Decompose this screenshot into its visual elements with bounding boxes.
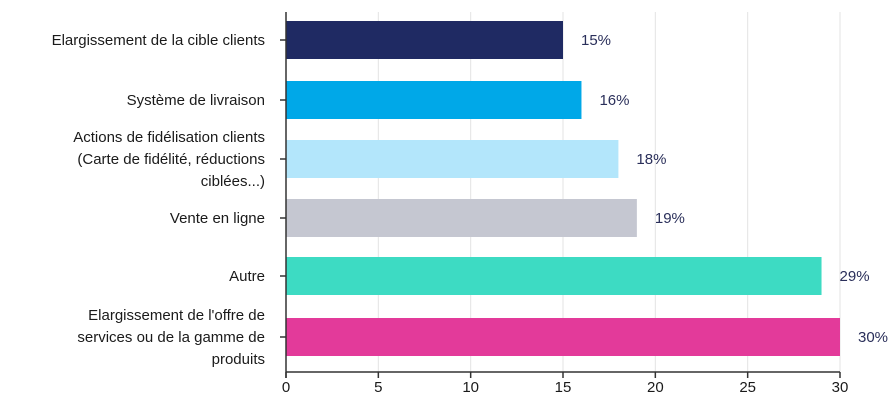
x-tick-label-5: 5 <box>374 379 382 396</box>
value-label-5: 30% <box>858 329 888 346</box>
bar-1 <box>286 81 582 119</box>
category-label-1: Système de livraison <box>127 92 265 109</box>
category-label-line: Elargissement de l'offre de <box>88 307 265 324</box>
category-label-line: (Carte de fidélité, réductions <box>77 151 265 168</box>
bar-4 <box>286 257 822 295</box>
x-tick-label-20: 20 <box>647 379 664 396</box>
x-tick-label-30: 30 <box>832 379 849 396</box>
category-label-line: produits <box>212 351 265 368</box>
x-tick-label-25: 25 <box>739 379 756 396</box>
value-label-3: 19% <box>655 210 685 227</box>
category-label-line: ciblées...) <box>201 173 265 190</box>
category-label-2: Actions de fidélisation clients (Carte de… <box>73 129 265 190</box>
category-label-4: Autre <box>229 268 265 285</box>
value-label-2: 18% <box>636 151 666 168</box>
value-label-0: 15% <box>581 32 611 49</box>
category-label-line: Autre <box>229 268 265 285</box>
value-label-1: 16% <box>599 92 629 109</box>
category-label-0: Elargissement de la cible clients <box>52 32 265 49</box>
category-label-3: Vente en ligne <box>170 210 265 227</box>
x-tick-label-0: 0 <box>282 379 290 396</box>
x-tick-label-10: 10 <box>462 379 479 396</box>
labels: 0 5 10 15 20 25 30 Elargissement de la cible cl… <box>52 32 888 396</box>
bar-2 <box>286 140 619 178</box>
value-label-4: 29% <box>840 268 870 285</box>
category-label-5: Elargissement de l'offre de services ou d… <box>77 307 265 368</box>
category-label-line: Actions de fidélisation clients <box>73 129 265 146</box>
category-label-line: Vente en ligne <box>170 210 265 227</box>
category-label-line: services ou de la gamme de <box>77 329 265 346</box>
bar-5 <box>286 318 840 356</box>
x-tick-label-15: 15 <box>555 379 572 396</box>
bar-3 <box>286 199 637 237</box>
axes <box>280 12 841 378</box>
category-label-line: Elargissement de la cible clients <box>52 32 265 49</box>
category-label-line: Système de livraison <box>127 92 265 109</box>
grid-lines <box>377 12 841 372</box>
bar-0 <box>286 21 563 59</box>
bars <box>286 21 840 356</box>
